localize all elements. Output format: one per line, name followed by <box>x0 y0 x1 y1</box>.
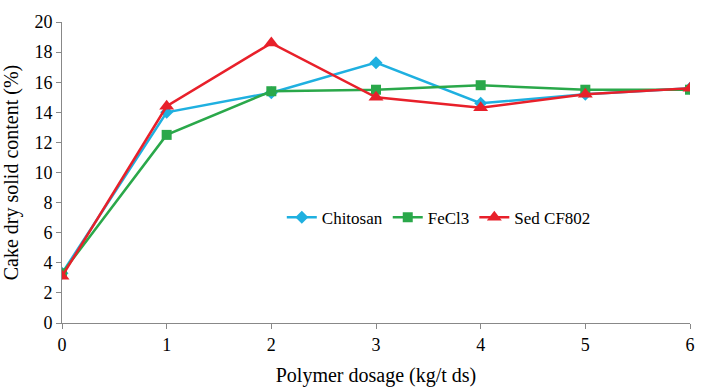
svg-text:0: 0 <box>43 313 52 333</box>
svg-text:Polymer dosage (kg/t ds): Polymer dosage (kg/t ds) <box>276 364 477 387</box>
svg-text:4: 4 <box>43 253 52 273</box>
svg-text:10: 10 <box>34 163 52 183</box>
svg-text:2: 2 <box>267 335 276 355</box>
svg-text:18: 18 <box>34 42 52 62</box>
svg-text:6: 6 <box>43 223 52 243</box>
svg-text:5: 5 <box>581 335 590 355</box>
svg-text:0: 0 <box>58 335 67 355</box>
svg-text:14: 14 <box>34 103 52 123</box>
svg-text:3: 3 <box>372 335 381 355</box>
svg-text:6: 6 <box>686 335 695 355</box>
svg-text:FeCl3: FeCl3 <box>428 209 470 228</box>
svg-text:4: 4 <box>476 335 485 355</box>
svg-text:8: 8 <box>43 193 52 213</box>
svg-text:2: 2 <box>43 283 52 303</box>
svg-text:Sed CF802: Sed CF802 <box>514 209 590 228</box>
svg-text:1: 1 <box>162 335 171 355</box>
svg-text:16: 16 <box>34 73 52 93</box>
svg-text:20: 20 <box>34 12 52 32</box>
svg-text:12: 12 <box>34 133 52 153</box>
svg-text:Chitosan: Chitosan <box>322 209 383 228</box>
svg-text:Cake dry solid content (%): Cake dry solid content (%) <box>0 65 23 281</box>
